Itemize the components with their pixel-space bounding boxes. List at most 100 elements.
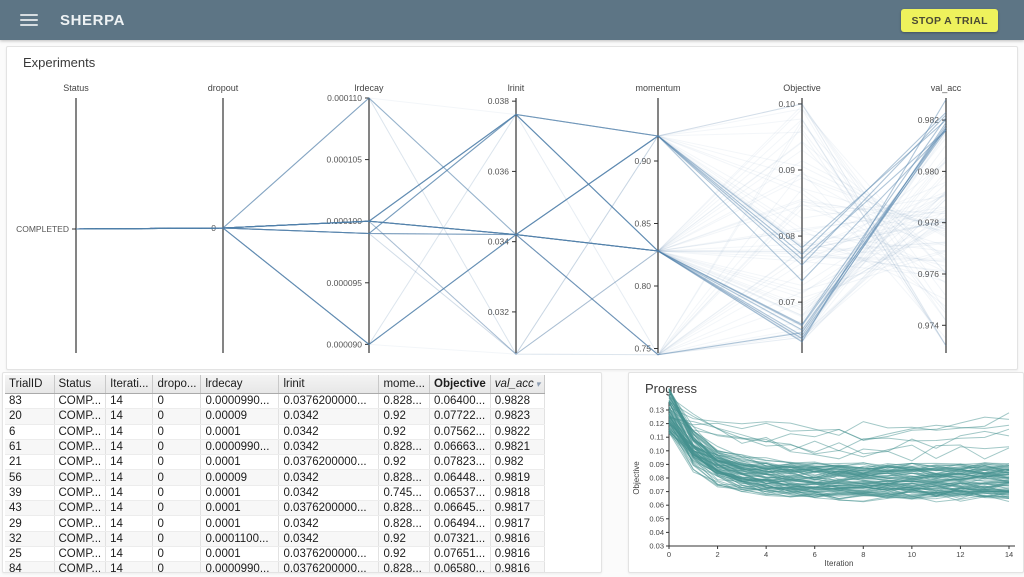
table-cell: 0 (152, 469, 202, 486)
table-cell: 14 (105, 531, 154, 547)
pc-tick-label: 0.000095 (327, 278, 363, 288)
table-cell: 0.9823 (490, 408, 546, 425)
progress-xtick-label: 6 (813, 550, 817, 559)
table-cell: 0.92 (378, 546, 431, 563)
table-row[interactable]: 20 COMP... 14 0 0.00009 0.0342 0.92 0.07722... 0… (5, 408, 546, 425)
trial-line (75, 135, 947, 346)
trial-line (75, 127, 947, 337)
table-row[interactable]: 39 COMP... 14 0 0.0001 0.0342 0.745... 0.06537.… (5, 485, 546, 502)
table-cell: 0.982 (490, 454, 546, 471)
column-header-lrdecay[interactable]: lrdecay (200, 375, 280, 394)
pc-tick-label: 0.000110 (327, 93, 362, 103)
trial-line (75, 222, 947, 356)
progress-chart[interactable]: 0.03 0.04 0.05 0.06 0.07 0.08 0.09 0.10 0.11 0.12… (629, 373, 1021, 570)
table-cell: 0.0001 (200, 424, 280, 440)
table-cell: 0.0342 (278, 469, 380, 486)
pc-axis-label: momentum (635, 83, 680, 93)
trial-line (75, 103, 947, 347)
column-header-objective[interactable]: Objective (429, 375, 491, 394)
column-header-lrinit[interactable]: lrinit (278, 375, 380, 394)
experiments-panel: Experiments Status COMPLETED dropout 0 lrdec… (6, 46, 1018, 370)
table-cell: 14 (105, 546, 154, 563)
pc-tick-label: 0.85 (634, 219, 651, 229)
table-cell: 0.07823... (429, 454, 491, 471)
table-cell: 0.06645... (429, 500, 491, 517)
table-cell: 0.06448... (429, 469, 491, 486)
column-header-trialid[interactable]: TrialID (5, 375, 55, 394)
column-header-label: lrdecay (205, 378, 243, 390)
trial-line (75, 203, 947, 356)
table-cell: COMP... (54, 546, 107, 563)
table-row[interactable]: 43 COMP... 14 0 0.0001 0.0376200000... 0.828..… (5, 500, 546, 517)
column-header-iterati[interactable]: Iterati... (105, 375, 154, 394)
table-cell: 14 (105, 454, 154, 471)
table-cell: 20 (5, 408, 55, 425)
progress-series-line (668, 420, 1010, 482)
table-cell: 0.0001 (200, 500, 280, 517)
trial-line (75, 144, 947, 338)
trial-line (75, 104, 947, 297)
table-cell: 0.0342 (278, 424, 380, 440)
menu-icon[interactable] (20, 14, 38, 26)
trial-line (75, 128, 947, 322)
table-cell: 0.06580... (429, 561, 491, 572)
column-header-dropo[interactable]: dropo... (152, 375, 202, 394)
table-row[interactable]: 29 COMP... 14 0 0.0001 0.0342 0.828... 0.06494.… (5, 515, 546, 532)
column-header-status[interactable]: Status (54, 375, 107, 394)
table-cell: 0.828... (378, 469, 431, 486)
trial-line (75, 113, 947, 251)
pc-tick-label: 0.80 (634, 281, 651, 291)
trial-line (75, 97, 947, 356)
table-cell: 43 (5, 500, 55, 517)
table-row[interactable]: 25 COMP... 14 0 0.0001 0.0376200000... 0.92 0.0… (5, 546, 546, 563)
trial-line (75, 217, 947, 356)
trial-line (75, 123, 947, 356)
table-row[interactable]: 84 COMP... 14 0 0.0000990... 0.0376200000... 0… (5, 561, 546, 572)
table-cell: 14 (105, 500, 154, 517)
column-header-label: lrinit (283, 378, 305, 390)
trial-line (75, 191, 947, 346)
trial-line (75, 193, 947, 295)
progress-xlabel: Iteration (825, 559, 854, 568)
table-row[interactable]: 56 COMP... 14 0 0.00009 0.0342 0.828... 0.06448… (5, 469, 546, 486)
table-row[interactable]: 6 COMP... 14 0 0.0001 0.0342 0.92 0.07562... 0.9… (5, 424, 546, 440)
column-header-label: dropo... (157, 378, 197, 390)
table-cell: 0 (152, 424, 202, 440)
experiments-title: Experiments (23, 55, 96, 70)
pc-axis-label: lrdecay (354, 83, 384, 93)
trial-line (75, 192, 947, 355)
trial-line (75, 113, 947, 340)
trial-line (75, 108, 947, 347)
progress-ytick-label: 0.04 (649, 528, 664, 537)
table-cell: 0.0376200000... (278, 393, 380, 410)
table-row[interactable]: 32 COMP... 14 0 0.0001100... 0.0342 0.92 0.0732… (5, 531, 546, 547)
trial-line (75, 135, 947, 355)
trial-line (75, 114, 947, 266)
trial-line (75, 141, 947, 314)
trial-line (75, 128, 947, 356)
trial-line (75, 173, 947, 252)
trial-line (75, 135, 947, 355)
pc-tick-label: 0.978 (918, 218, 940, 228)
progress-ytick-label: 0.13 (649, 406, 664, 415)
table-row[interactable]: 21 COMP... 14 0 0.0001 0.0376200000... 0.92 0.0… (5, 454, 546, 471)
pc-tick-label: 0.08 (778, 231, 795, 241)
table-row[interactable]: 83 COMP... 14 0 0.0000990... 0.0376200000... 0… (5, 393, 546, 410)
progress-series-line (668, 392, 1010, 500)
trial-line (75, 174, 947, 325)
trial-line (75, 135, 947, 308)
progress-xtick-label: 2 (715, 550, 719, 559)
trial-line (75, 112, 947, 346)
table-row[interactable]: 61 COMP... 14 0 0.0000990... 0.0342 0.828... 0.… (5, 439, 546, 456)
trial-line (75, 188, 947, 356)
column-header-val_acc[interactable]: val_acc ▾ (490, 375, 546, 394)
stop-trial-button[interactable]: STOP A TRIAL (901, 9, 998, 32)
table-cell: COMP... (54, 561, 107, 572)
pc-tick-label: 0.034 (488, 237, 510, 247)
trial-line (75, 227, 947, 355)
column-header-mome[interactable]: mome... (378, 375, 431, 394)
table-cell: 0.0376200000... (278, 454, 380, 471)
column-header-label: Status (58, 378, 92, 390)
pc-axis-label: Status (63, 83, 89, 93)
